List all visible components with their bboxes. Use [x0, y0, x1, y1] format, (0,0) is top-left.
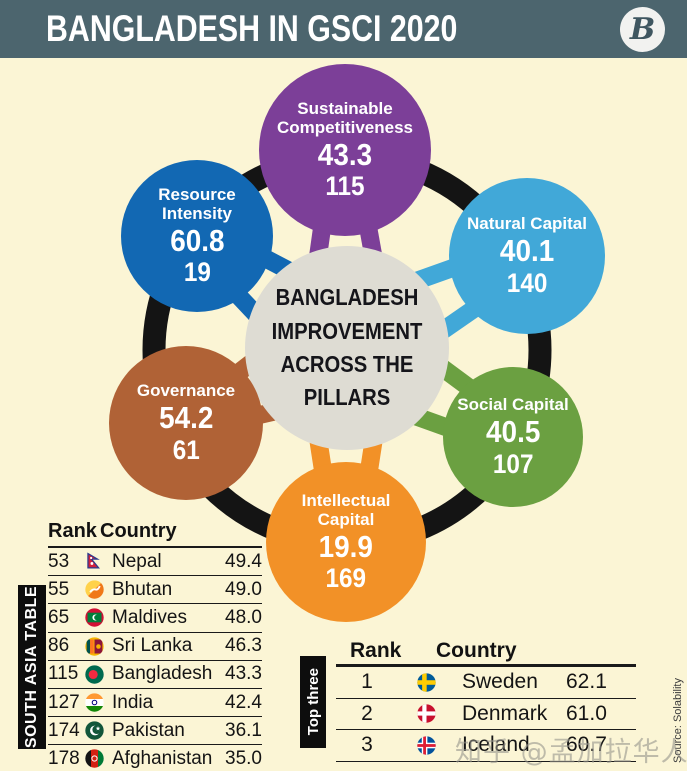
country-cell: Iceland	[462, 733, 530, 757]
country-cell: Sweden	[462, 670, 538, 694]
watermark: 知乎 @孟加拉华人圈	[455, 737, 687, 768]
pillar-governance: Governance 54.2 61	[109, 346, 263, 500]
pillar-name: Resource Intensity	[158, 184, 236, 224]
country-cell: Afghanistan	[112, 747, 213, 769]
rank-column-header: Rank	[48, 519, 97, 542]
center-label: BANGLADESH IMPROVEMENT ACROSS THE PILLAR…	[271, 284, 423, 411]
pillar-score: 19.9	[318, 528, 374, 564]
score-cell: 61.0	[566, 701, 607, 725]
rank-cell: 86	[48, 635, 70, 657]
rank-cell: 1	[361, 670, 373, 694]
rank-cell: 2	[361, 701, 373, 725]
logo-letter: B	[629, 11, 656, 47]
pillar-score: 43.3	[317, 136, 373, 172]
pillar-score: 54.2	[158, 399, 214, 435]
sri-lanka-flag-icon	[84, 636, 112, 657]
table-row: 1 Sweden 62.1	[336, 667, 636, 699]
top-three-table: Rank Country 1 Sweden 62.1 2 Denmark 61.…	[336, 638, 636, 762]
afghanistan-flag-icon	[84, 748, 112, 769]
pillar-natural-capital: Natural Capital 40.1 140	[449, 178, 605, 334]
country-cell: Sri Lanka	[112, 635, 193, 657]
bangladesh-flag-icon	[84, 664, 112, 685]
pillar-score: 40.5	[485, 413, 541, 449]
pillar-name: Sustainable Competitiveness	[276, 98, 414, 138]
rank-cell: 115	[48, 663, 79, 685]
south-asia-table-label-text: SOUTH ASIA TABLE	[23, 585, 40, 749]
south-asia-table-label: SOUTH ASIA TABLE	[18, 585, 46, 749]
country-column-header: Country	[436, 639, 517, 662]
top-three-label-text: Top three	[304, 668, 322, 736]
pillar-score: 60.8	[169, 222, 225, 258]
rank-cell: 127	[48, 691, 80, 713]
rank-cell: 65	[48, 606, 70, 628]
pillar-rank: 61	[172, 434, 200, 465]
rank-cell: 53	[48, 550, 70, 572]
denmark-flag-icon	[398, 703, 456, 724]
table-row: 174 Pakistan 36.1	[48, 717, 262, 746]
south-asia-table: Rank Country 53 Nepal 49.4 55 Bhutan 49.…	[48, 516, 262, 771]
country-cell: India	[112, 691, 154, 713]
pillar-social-capital: Social Capital 40.5 107	[443, 367, 583, 507]
score-cell: 42.4	[225, 691, 262, 713]
table-row: 178 Afghanistan 35.0	[48, 745, 262, 771]
table-row: 115 Bangladesh 43.3	[48, 661, 262, 689]
header-bar: BANGLADESH IN GSCI 2020 B	[0, 0, 687, 58]
pillar-rank: 140	[506, 267, 548, 298]
pillar-score: 40.1	[499, 232, 555, 268]
score-cell: 60.7	[566, 733, 607, 757]
score-cell: 43.3	[225, 663, 262, 685]
nepal-flag-icon	[84, 551, 112, 572]
table-row: 55 Bhutan 49.0	[48, 576, 262, 605]
pillar-rank: 107	[492, 448, 534, 479]
india-flag-icon	[84, 692, 112, 713]
rank-cell: 55	[48, 578, 70, 600]
pillar-name: Natural Capital	[467, 214, 587, 234]
iceland-flag-icon	[398, 735, 456, 756]
bhutan-flag-icon	[84, 579, 112, 600]
sweden-flag-icon	[398, 672, 456, 693]
score-cell: 36.1	[225, 719, 262, 741]
page-title: BANGLADESH IN GSCI 2020	[46, 8, 458, 49]
pillar-rank: 115	[325, 171, 365, 202]
pillar-name: Intellectual Capital	[301, 490, 391, 530]
score-cell: 48.0	[225, 606, 262, 628]
table-row: 53 Nepal 49.4	[48, 548, 262, 577]
pillar-intellectual-capital: Intellectual Capital 19.9 169	[266, 462, 426, 622]
top-three-label: Top three	[300, 656, 326, 748]
country-cell: Bangladesh	[112, 663, 213, 685]
score-cell: 46.3	[225, 635, 262, 657]
score-cell: 49.4	[225, 550, 262, 572]
table-row: 3 Iceland 60.7	[336, 730, 636, 762]
score-cell: 49.0	[225, 578, 262, 600]
country-cell: Denmark	[462, 701, 548, 725]
tbs-logo-icon: B	[620, 7, 665, 52]
pillar-rank: 169	[325, 563, 367, 594]
pillar-resource-intensity: Resource Intensity 60.8 19	[121, 160, 273, 312]
table-row: 127 India 42.4	[48, 689, 262, 718]
country-cell: Pakistan	[112, 719, 185, 741]
score-cell: 62.1	[566, 670, 607, 694]
score-cell: 35.0	[225, 747, 262, 769]
country-cell: Nepal	[112, 550, 162, 572]
table-row: 86 Sri Lanka 46.3	[48, 633, 262, 661]
table-header: Rank Country	[48, 516, 262, 548]
rank-cell: 174	[48, 719, 80, 741]
rank-cell: 3	[361, 733, 373, 757]
rank-column-header: Rank	[350, 639, 402, 662]
rank-cell: 178	[48, 747, 80, 769]
country-cell: Bhutan	[112, 578, 173, 600]
table-row: 65 Maldives 48.0	[48, 604, 262, 633]
pillar-name: Social Capital	[457, 395, 569, 415]
country-cell: Maldives	[112, 606, 187, 628]
maldives-flag-icon	[84, 607, 112, 628]
pillar-rank: 19	[183, 257, 211, 288]
pillar-sustainable-competitiveness: Sustainable Competitiveness 43.3 115	[259, 64, 431, 236]
table-header: Rank Country	[336, 638, 636, 667]
center-circle: BANGLADESH IMPROVEMENT ACROSS THE PILLAR…	[245, 246, 449, 450]
pakistan-flag-icon	[84, 720, 112, 741]
country-column-header: Country	[100, 519, 177, 542]
pillar-name: Governance	[136, 381, 236, 401]
table-row: 2 Denmark 61.0	[336, 699, 636, 730]
